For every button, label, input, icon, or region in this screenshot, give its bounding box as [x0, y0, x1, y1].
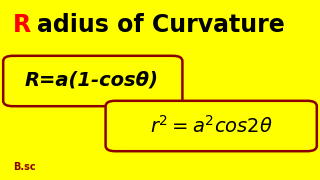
- Text: $r^2=a^2cos2\theta$: $r^2=a^2cos2\theta$: [150, 115, 273, 137]
- FancyBboxPatch shape: [106, 101, 317, 151]
- Text: R=a(1-cosθ): R=a(1-cosθ): [24, 71, 158, 90]
- Text: R: R: [13, 13, 31, 37]
- Text: B.sc: B.sc: [13, 162, 36, 172]
- Text: adius of Curvature: adius of Curvature: [37, 13, 284, 37]
- FancyBboxPatch shape: [3, 56, 182, 106]
